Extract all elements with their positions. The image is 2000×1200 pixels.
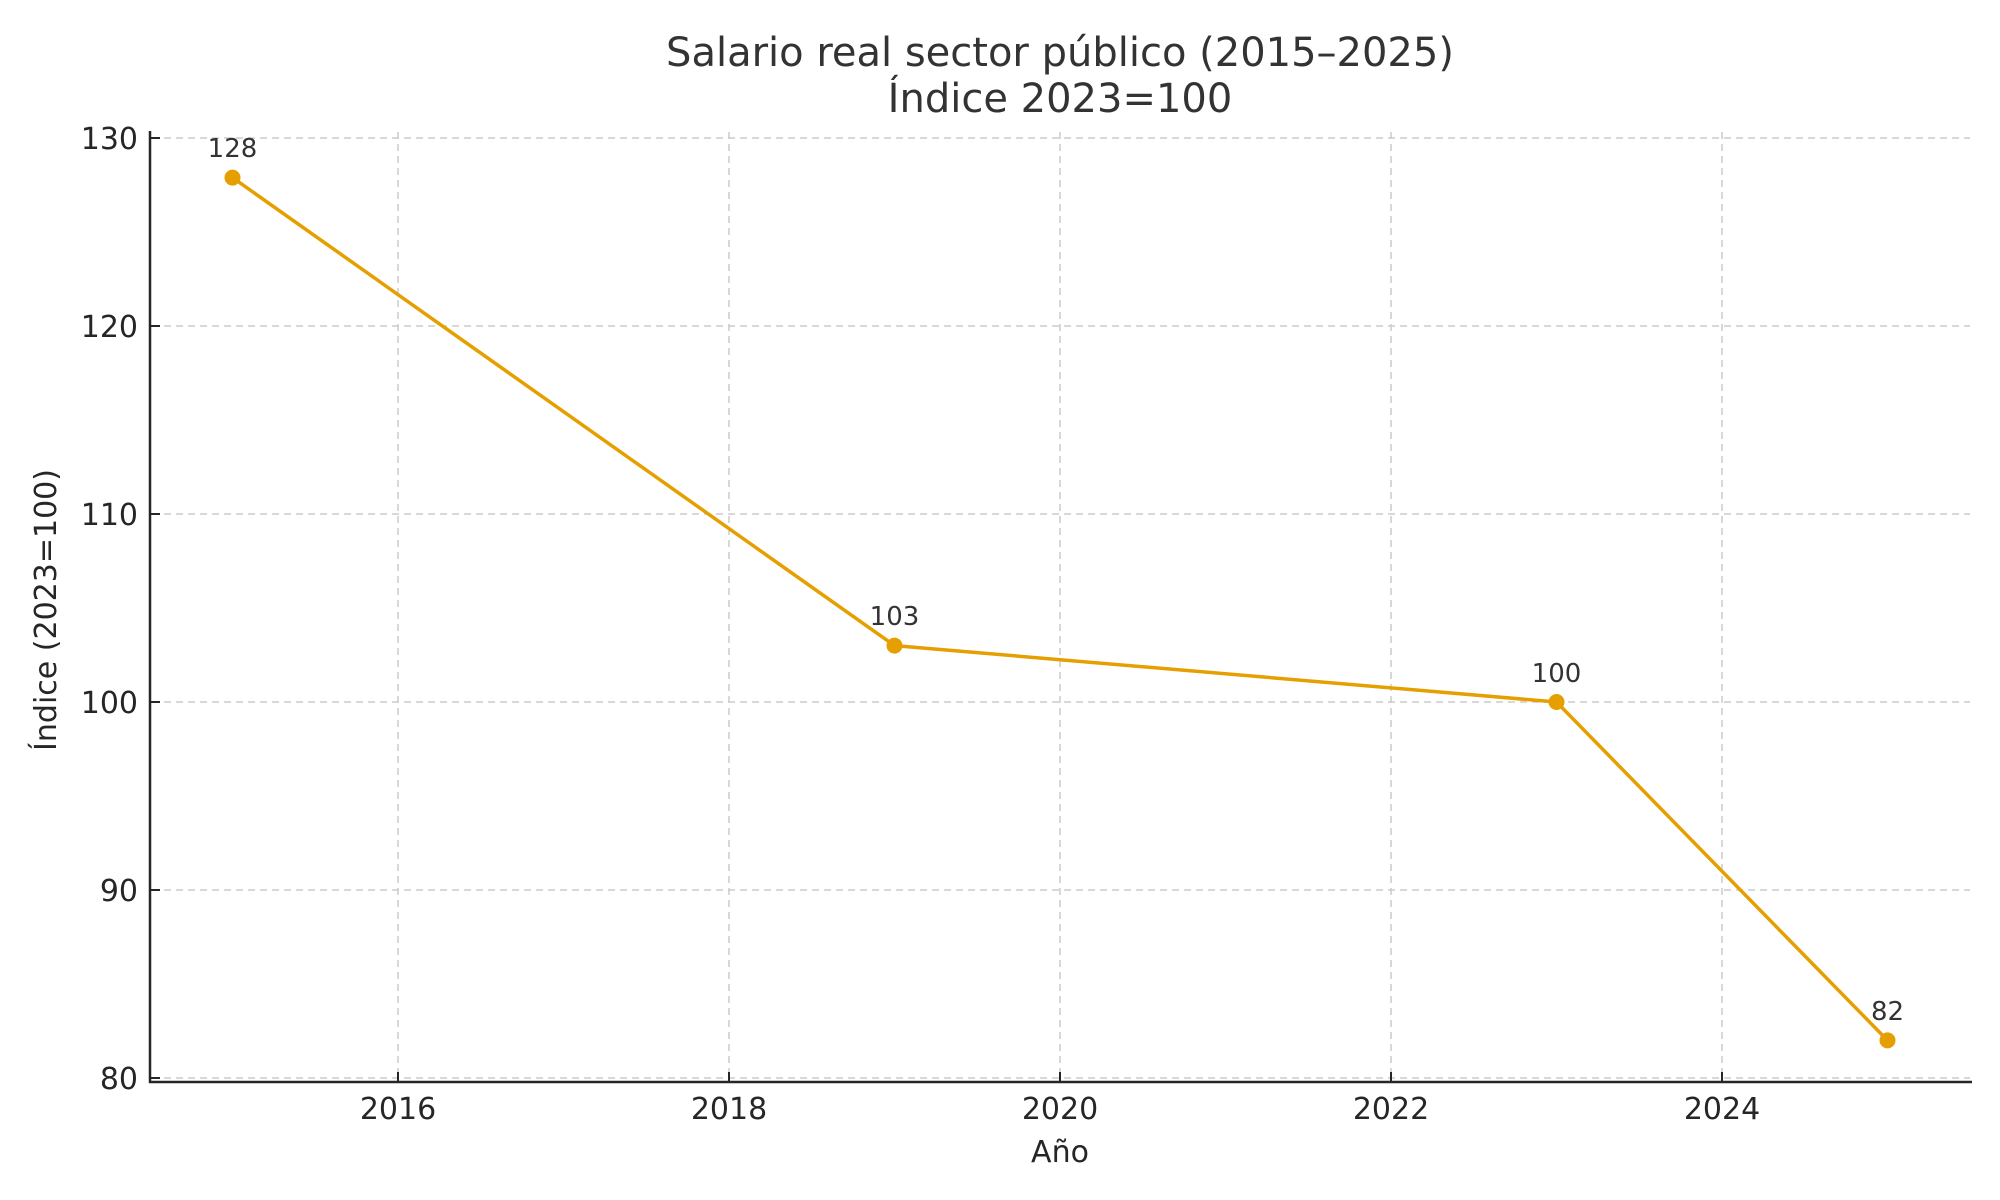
x-tick-label: 2020 [1022, 1092, 1098, 1127]
data-point-2025 [1879, 1032, 1896, 1049]
x-tick-label: 2024 [1684, 1092, 1760, 1127]
y-tick-label: 130 [81, 122, 138, 157]
y-tick-label: 80 [100, 1062, 138, 1097]
y-axis-label: Índice (2023=100) [28, 469, 64, 751]
x-axis-label: Año [1031, 1135, 1089, 1170]
x-tick-label: 2018 [691, 1092, 767, 1127]
chart-title-line1: Salario real sector público (2015–2025) [666, 30, 1454, 76]
data-label-2025: 82 [1871, 997, 1904, 1027]
data-label-2023: 100 [1532, 659, 1582, 689]
x-tick-label: 2022 [1353, 1092, 1429, 1127]
y-tick-label: 110 [81, 498, 138, 533]
y-gridlines [152, 137, 1970, 1079]
data-point-2023 [1548, 694, 1565, 710]
data-point-2015 [224, 169, 241, 186]
data-label-2019: 103 [870, 602, 920, 632]
data-markers [224, 169, 1896, 1049]
data-labels: 128 103 100 82 [208, 134, 1904, 1027]
data-point-2019 [886, 637, 903, 654]
y-axis-ticks: 80 90 100 110 120 130 [81, 122, 160, 1097]
chart-title-line2: Índice 2023=100 [888, 74, 1233, 122]
data-series-line [230, 175, 1890, 1043]
y-tick-label: 100 [81, 686, 138, 721]
x-axis-ticks: 2016 2018 2020 2022 2024 [360, 1072, 1760, 1127]
x-tick-label: 2016 [360, 1092, 436, 1127]
data-label-2015: 128 [208, 134, 258, 164]
x-gridlines [397, 132, 1723, 1080]
y-tick-label: 90 [100, 874, 138, 909]
y-tick-label: 120 [81, 310, 138, 345]
